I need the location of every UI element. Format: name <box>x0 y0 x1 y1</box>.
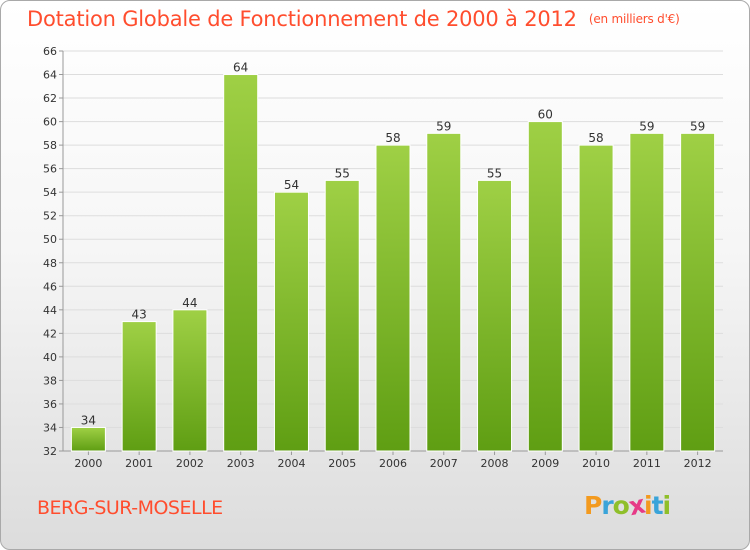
data-label: 58 <box>385 131 400 145</box>
logo-letter: r <box>601 491 613 520</box>
x-tick-label: 2012 <box>684 457 712 470</box>
chart-subtitle: (en milliers d'€) <box>588 12 680 26</box>
logo-letter: i <box>644 491 653 520</box>
chart-title: Dotation Globale de Fonctionnement de 20… <box>27 7 680 31</box>
x-tick-label: 2011 <box>633 457 661 470</box>
y-tick-label: 50 <box>43 233 57 246</box>
data-label: 60 <box>538 108 553 122</box>
y-tick-label: 44 <box>43 304 57 317</box>
y-tick-label: 36 <box>43 398 57 411</box>
x-tick-label: 2002 <box>176 457 204 470</box>
logo-letter: P <box>584 491 602 520</box>
labels: 32 34 36 38 40 42 44 46 48 50 52 54 56 58 60 62 64 66 34 20… <box>43 45 712 470</box>
data-label: 59 <box>436 119 451 133</box>
data-label: 44 <box>182 296 197 310</box>
bars <box>70 74 716 452</box>
x-tick-label: 2008 <box>481 457 509 470</box>
proxiti-logo: Proxiti <box>584 490 672 522</box>
y-tick-label: 52 <box>43 210 57 223</box>
y-tick-label: 48 <box>43 257 57 270</box>
x-tick-label: 2004 <box>277 457 305 470</box>
y-tick-label: 34 <box>43 421 57 434</box>
bar-2000 <box>70 426 106 452</box>
data-label: 58 <box>588 131 603 145</box>
x-tick-label: 2006 <box>379 457 407 470</box>
data-label: 55 <box>487 166 502 180</box>
chart-title-text: Dotation Globale de Fonctionnement de 20… <box>27 7 577 31</box>
y-tick-label: 42 <box>43 327 57 340</box>
x-tick-label: 2005 <box>328 457 356 470</box>
logo-letter: t <box>651 491 664 520</box>
data-label: 64 <box>233 61 248 75</box>
data-label: 54 <box>284 178 299 192</box>
logo-letter: i <box>662 491 672 520</box>
y-tick-label: 56 <box>43 163 57 176</box>
bar-2007 <box>426 132 462 452</box>
y-tick-label: 62 <box>43 92 57 105</box>
bar-2008 <box>477 179 513 452</box>
data-label: 43 <box>132 308 147 322</box>
y-tick-label: 40 <box>43 351 57 364</box>
y-tick-label: 66 <box>43 45 57 58</box>
x-tick-label: 2009 <box>531 457 559 470</box>
data-label: 59 <box>639 119 654 133</box>
data-label: 34 <box>81 413 96 427</box>
bar-2003 <box>223 74 259 452</box>
y-tick-label: 46 <box>43 280 57 293</box>
x-tick-label: 2000 <box>74 457 102 470</box>
bar-2006 <box>375 144 411 452</box>
bar-2004 <box>273 191 309 452</box>
y-tick-label: 64 <box>43 69 57 82</box>
logo-letter: o <box>612 491 630 520</box>
y-tick-label: 54 <box>43 186 57 199</box>
x-tick-label: 2007 <box>430 457 458 470</box>
x-tick-label: 2001 <box>125 457 153 470</box>
bar-2001 <box>121 321 157 452</box>
bar-2005 <box>324 179 360 452</box>
bar-2011 <box>629 132 665 452</box>
data-label: 59 <box>690 119 705 133</box>
data-label: 55 <box>335 166 350 180</box>
bar-2012 <box>680 132 716 452</box>
y-tick-label: 32 <box>43 445 57 458</box>
y-tick-label: 58 <box>43 139 57 152</box>
y-tick-label: 38 <box>43 374 57 387</box>
bar-2002 <box>172 309 208 452</box>
x-tick-label: 2010 <box>582 457 610 470</box>
x-tick-label: 2003 <box>227 457 255 470</box>
bar-2009 <box>527 121 563 452</box>
y-tick-label: 60 <box>43 116 57 129</box>
bar-2010 <box>578 144 614 452</box>
municipality-name: BERG-SUR-MOSELLE <box>37 497 223 519</box>
